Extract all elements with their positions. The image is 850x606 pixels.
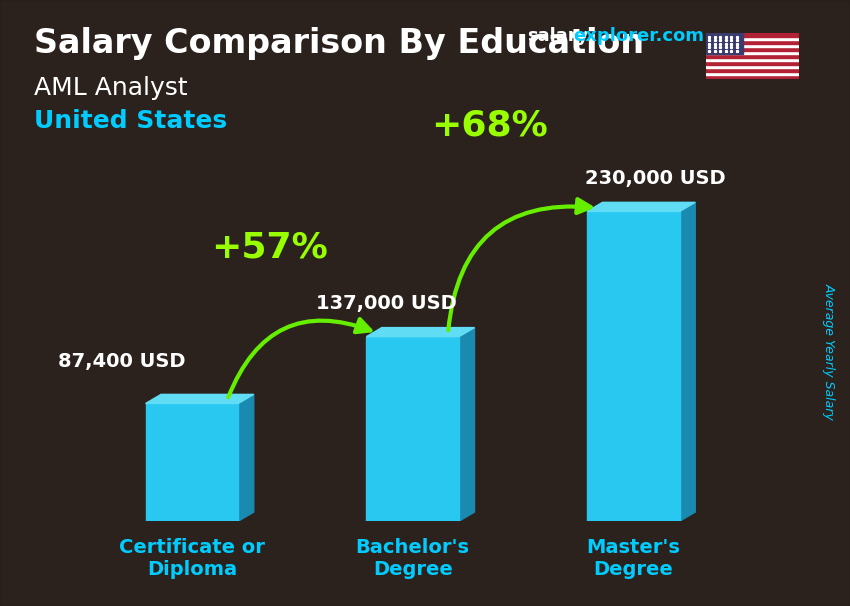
Bar <box>706 65 799 68</box>
Bar <box>706 33 743 55</box>
Text: 137,000 USD: 137,000 USD <box>316 294 456 313</box>
Text: United States: United States <box>34 109 227 133</box>
Polygon shape <box>680 202 695 521</box>
Text: Average Yearly Salary: Average Yearly Salary <box>822 283 836 420</box>
Text: salary: salary <box>527 27 588 45</box>
Text: +68%: +68% <box>432 109 548 143</box>
Polygon shape <box>459 328 474 521</box>
Text: +57%: +57% <box>211 231 327 265</box>
Polygon shape <box>587 202 695 211</box>
Text: 230,000 USD: 230,000 USD <box>585 169 726 188</box>
Bar <box>706 41 799 44</box>
Bar <box>706 72 799 75</box>
Bar <box>706 61 799 65</box>
Bar <box>706 75 799 79</box>
Text: 87,400 USD: 87,400 USD <box>58 351 185 371</box>
Polygon shape <box>366 328 474 337</box>
Text: explorer.com: explorer.com <box>574 27 705 45</box>
Bar <box>706 37 799 41</box>
Text: Salary Comparison By Education: Salary Comparison By Education <box>34 27 644 60</box>
Polygon shape <box>145 395 254 404</box>
Text: AML Analyst: AML Analyst <box>34 76 188 100</box>
Bar <box>706 44 799 47</box>
Bar <box>706 51 799 55</box>
Bar <box>366 337 459 521</box>
Bar <box>706 68 799 72</box>
Bar <box>587 211 680 521</box>
Bar <box>706 55 799 58</box>
Bar <box>706 58 799 61</box>
Bar <box>145 404 238 521</box>
Polygon shape <box>238 395 254 521</box>
Bar <box>706 33 799 37</box>
Bar <box>706 47 799 51</box>
